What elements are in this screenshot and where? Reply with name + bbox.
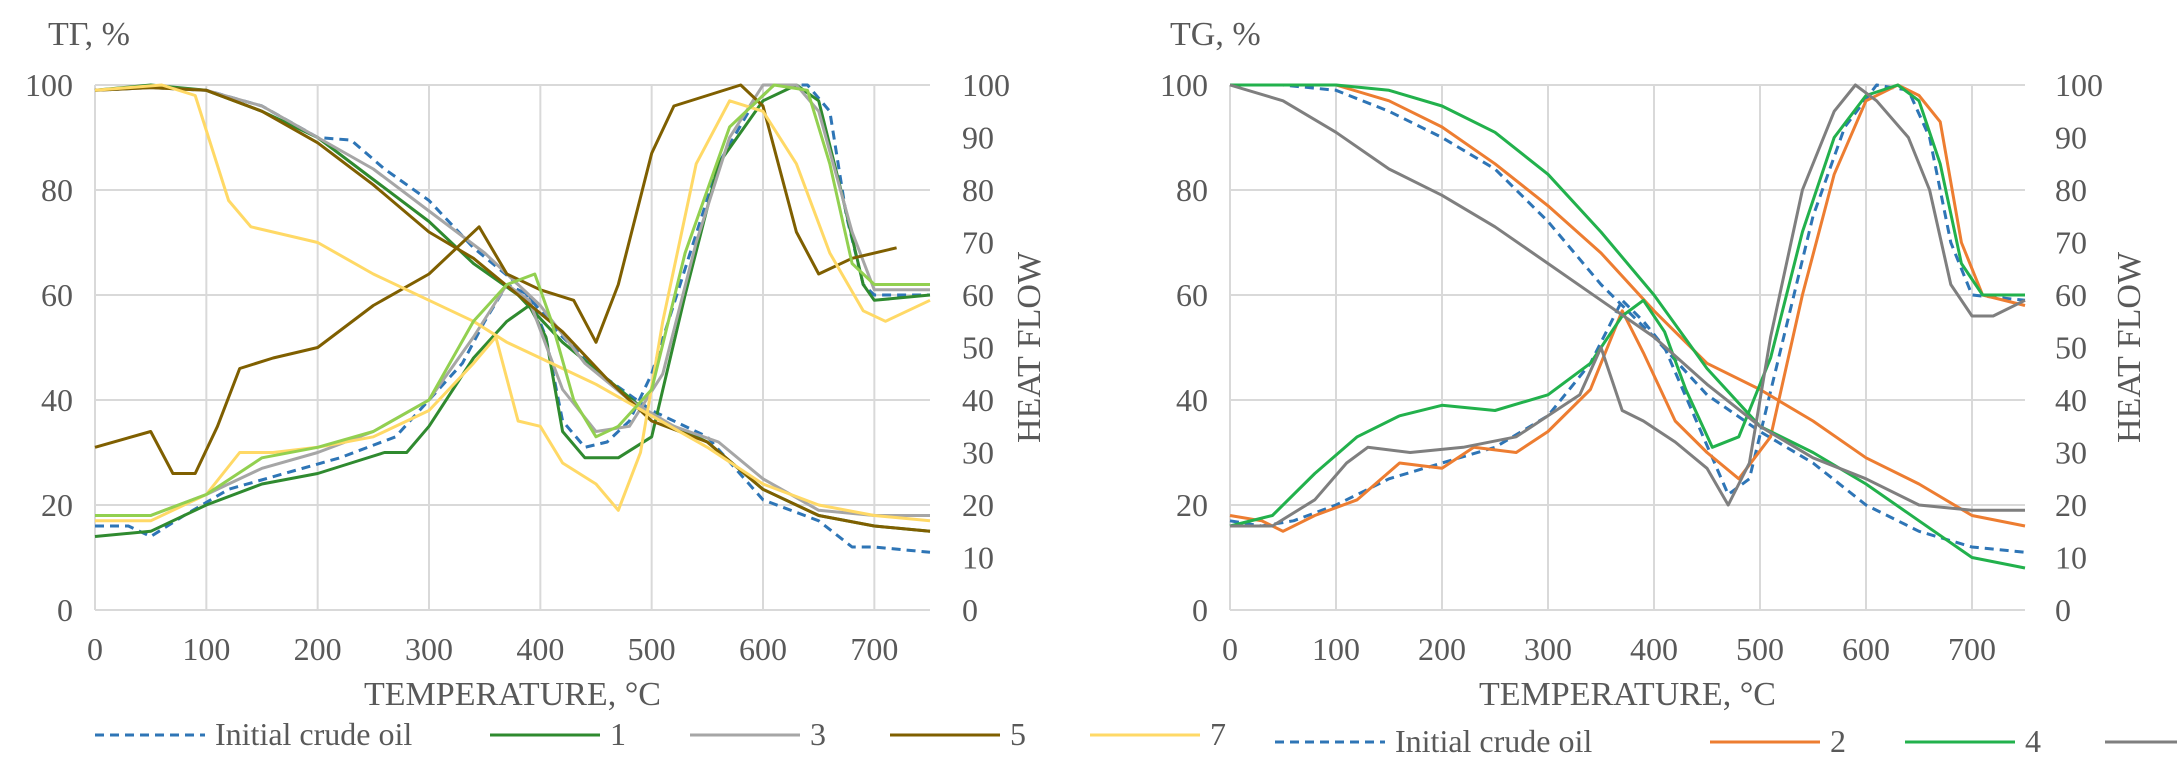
y-tick-label: 80 bbox=[41, 172, 73, 208]
x-tick-label: 100 bbox=[1312, 631, 1360, 667]
series-line-hf bbox=[1229, 83, 2025, 528]
y-tick-label: 20 bbox=[1176, 487, 1208, 523]
series-line-hf bbox=[94, 83, 931, 538]
series-line-hf bbox=[95, 99, 931, 523]
series-line-tg bbox=[1230, 83, 2026, 554]
x-axis-title: TEMPERATURE, °C bbox=[364, 676, 661, 713]
y2-tick-label: 90 bbox=[2055, 120, 2087, 156]
y2-tick-label: 100 bbox=[2055, 67, 2103, 103]
legend-label: 4 bbox=[2025, 723, 2041, 759]
series-line-hf bbox=[1229, 83, 2026, 533]
x-tick-label: 200 bbox=[294, 631, 342, 667]
y2-tick-label: 70 bbox=[962, 225, 994, 261]
y2-tick-label: 40 bbox=[962, 382, 994, 418]
y2-axis-title: HEAT FLOW bbox=[2111, 251, 2148, 443]
legend-label: 1 bbox=[610, 716, 626, 752]
y2-axis-title: HEAT FLOW bbox=[1011, 251, 1048, 443]
y2-tick-label: 0 bbox=[2055, 592, 2071, 628]
y-tick-label: 40 bbox=[41, 382, 73, 418]
series-line-hf bbox=[1229, 83, 2026, 528]
y2-tick-label: 30 bbox=[962, 435, 994, 471]
y-tick-label: 40 bbox=[1176, 382, 1208, 418]
series-line-tg bbox=[94, 83, 931, 533]
series-line-hf bbox=[95, 83, 930, 517]
legend: Initial crude oil 1 3 5 7 bbox=[95, 716, 1226, 752]
y2-tick-label: 20 bbox=[2055, 487, 2087, 523]
y2-tick-label: 40 bbox=[2055, 382, 2087, 418]
x-tick-label: 700 bbox=[1948, 631, 1996, 667]
legend-label: 7 bbox=[1210, 716, 1226, 752]
series-line-tg bbox=[94, 86, 930, 517]
series-line-tg bbox=[1229, 83, 2025, 512]
y-axis-title: TG, % bbox=[1170, 16, 1261, 53]
x-tick-label: 100 bbox=[182, 631, 230, 667]
y-tick-label: 60 bbox=[41, 277, 73, 313]
y2-tick-label: 50 bbox=[962, 330, 994, 366]
x-axis-title: TEMPERATURE, °C bbox=[1479, 676, 1776, 713]
legend-label: 3 bbox=[810, 716, 826, 752]
y2-tick-label: 10 bbox=[962, 540, 994, 576]
legend-label: 5 bbox=[1010, 716, 1026, 752]
y-tick-label: 100 bbox=[25, 67, 73, 103]
x-tick-label: 400 bbox=[1630, 631, 1678, 667]
y2-tick-label: 60 bbox=[962, 277, 994, 313]
series-line-tg bbox=[1230, 83, 2026, 570]
y-tick-label: 0 bbox=[57, 592, 73, 628]
y2-tick-label: 20 bbox=[962, 487, 994, 523]
y2-tick-label: 80 bbox=[2055, 172, 2087, 208]
x-tick-label: 600 bbox=[739, 631, 787, 667]
y2-tick-label: 50 bbox=[2055, 330, 2087, 366]
x-tick-label: 500 bbox=[1736, 631, 1784, 667]
series-line-hf bbox=[95, 83, 930, 517]
y-tick-label: 0 bbox=[1192, 592, 1208, 628]
x-tick-label: 200 bbox=[1418, 631, 1466, 667]
x-tick-label: 0 bbox=[1222, 631, 1238, 667]
series-line-tg bbox=[94, 86, 931, 554]
chart-right: 0 20 40 60 80 100 0 10 20 30 40 50 60 70 80 90 100 0 100 20… bbox=[1160, 16, 2177, 759]
series-line-hf bbox=[95, 83, 930, 538]
x-tick-label: 500 bbox=[628, 631, 676, 667]
x-tick-label: 0 bbox=[87, 631, 103, 667]
legend: Initial crude oil246 bbox=[1275, 723, 2177, 759]
x-tick-label: 600 bbox=[1842, 631, 1890, 667]
y-tick-label: 20 bbox=[41, 487, 73, 523]
y2-tick-label: 70 bbox=[2055, 225, 2087, 261]
series-line-tg bbox=[94, 86, 931, 533]
series-line-hf bbox=[1230, 83, 2026, 528]
y2-tick-label: 30 bbox=[2055, 435, 2087, 471]
x-tick-label: 700 bbox=[850, 631, 898, 667]
x-tick-label: 300 bbox=[1524, 631, 1572, 667]
y2-tick-label: 0 bbox=[962, 592, 978, 628]
y2-tick-label: 80 bbox=[962, 172, 994, 208]
y-axis-title: ТГ, % bbox=[48, 16, 130, 53]
y2-tick-label: 100 bbox=[962, 67, 1010, 103]
x-tick-label: 400 bbox=[516, 631, 564, 667]
y2-tick-label: 10 bbox=[2055, 540, 2087, 576]
y2-tick-label: 90 bbox=[962, 120, 994, 156]
legend-label: Initial crude oil bbox=[215, 716, 412, 752]
y2-tick-label: 60 bbox=[2055, 277, 2087, 313]
y-tick-label: 80 bbox=[1176, 172, 1208, 208]
y-tick-label: 100 bbox=[1160, 67, 1208, 103]
series-line-tg bbox=[1230, 83, 2026, 528]
x-tick-label: 300 bbox=[405, 631, 453, 667]
y-tick-label: 60 bbox=[1176, 277, 1208, 313]
legend-label: 2 bbox=[1830, 723, 1846, 759]
legend-label: Initial crude oil bbox=[1395, 723, 1592, 759]
series-line-tg bbox=[94, 83, 931, 523]
